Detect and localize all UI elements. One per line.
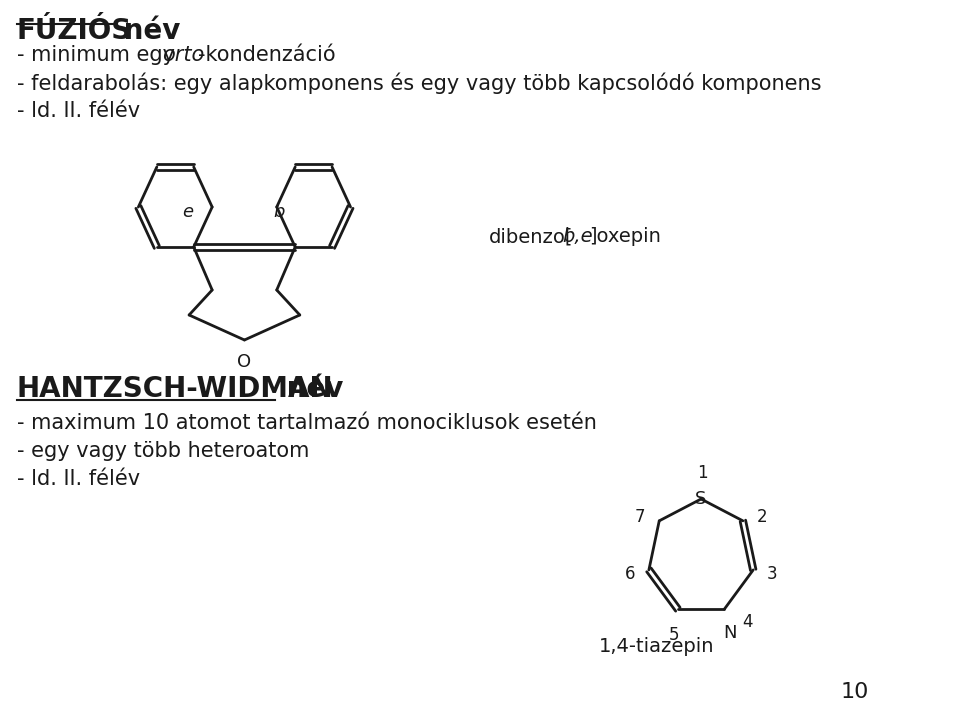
Text: - ld. II. félév: - ld. II. félév — [16, 469, 140, 489]
Text: FÚZIÓS: FÚZIÓS — [16, 17, 132, 45]
Text: O: O — [237, 353, 252, 371]
Text: 4: 4 — [742, 613, 753, 631]
Text: 1: 1 — [698, 464, 708, 482]
Text: 6: 6 — [625, 565, 636, 583]
Text: e: e — [181, 203, 193, 221]
Text: dibenzo[: dibenzo[ — [489, 227, 573, 247]
Text: b,e: b,e — [563, 227, 593, 247]
Text: - feldarabolás: egy alapkomponens és egy vagy több kapcsolódó komponens: - feldarabolás: egy alapkomponens és egy… — [16, 73, 821, 95]
Text: - egy vagy több heteroatom: - egy vagy több heteroatom — [16, 441, 309, 461]
Text: - maximum 10 atomot tartalmazó monociklusok esetén: - maximum 10 atomot tartalmazó monociklu… — [16, 413, 596, 433]
Text: - ld. II. félév: - ld. II. félév — [16, 101, 140, 121]
Text: 2: 2 — [756, 508, 767, 526]
Text: N: N — [723, 625, 736, 642]
Text: HANTZSCH-WIDMAN: HANTZSCH-WIDMAN — [16, 375, 333, 403]
Text: 3: 3 — [767, 565, 778, 583]
Text: - minimum egy: - minimum egy — [16, 45, 181, 65]
Text: ]oxepin: ]oxepin — [589, 227, 661, 247]
Text: név: név — [114, 17, 180, 45]
Text: 1,4-tiazepin: 1,4-tiazepin — [599, 637, 714, 656]
Text: orto: orto — [162, 45, 204, 65]
Text: 7: 7 — [635, 508, 645, 526]
Text: 10: 10 — [841, 682, 869, 702]
Text: 5: 5 — [669, 626, 680, 645]
Text: S: S — [695, 490, 707, 508]
Text: név: név — [276, 375, 343, 403]
Text: -kondenzáció: -kondenzáció — [199, 45, 336, 65]
Text: b: b — [274, 203, 285, 221]
